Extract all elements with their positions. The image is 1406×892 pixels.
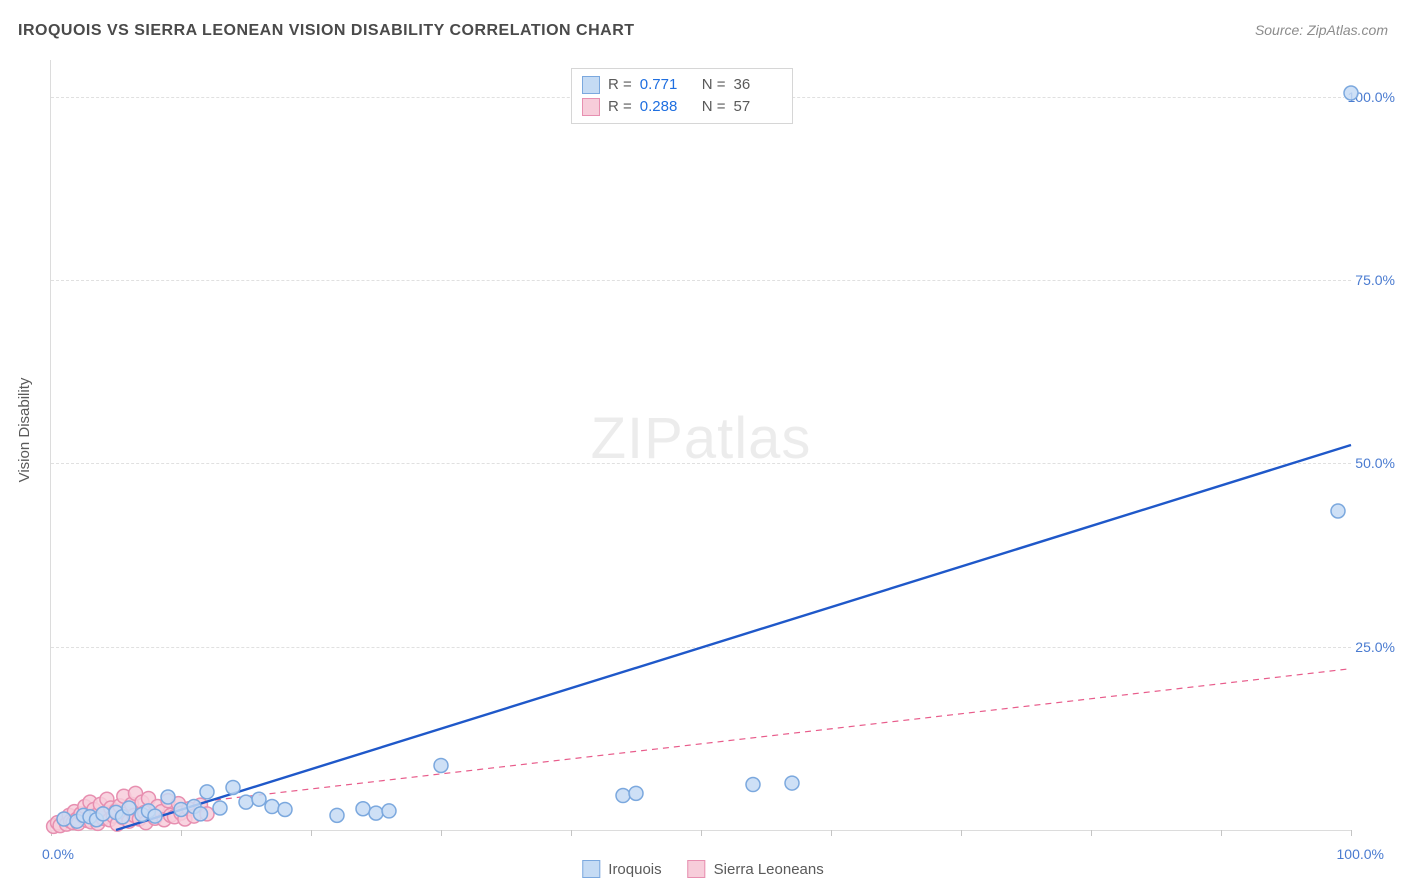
data-point <box>57 812 71 826</box>
x-tick <box>831 830 832 836</box>
legend-label-iroquois: Iroquois <box>608 861 661 878</box>
data-point <box>174 802 188 816</box>
y-tick-label: 75.0% <box>1351 272 1399 288</box>
data-point <box>746 778 760 792</box>
x-tick <box>1091 830 1092 836</box>
y-tick-label: 50.0% <box>1351 455 1399 471</box>
x-tick <box>311 830 312 836</box>
x-tick <box>961 830 962 836</box>
swatch-sierra-icon <box>688 860 706 878</box>
x-max-label: 100.0% <box>1337 846 1384 862</box>
x-tick <box>181 830 182 836</box>
data-point <box>278 802 292 816</box>
origin-label: 0.0% <box>42 846 74 862</box>
swatch-iroquois-icon <box>582 860 600 878</box>
data-point <box>629 786 643 800</box>
data-point <box>330 808 344 822</box>
data-point <box>148 809 162 823</box>
chart-container: IROQUOIS VS SIERRA LEONEAN VISION DISABI… <box>0 0 1406 892</box>
data-point <box>194 807 208 821</box>
data-point <box>1331 504 1345 518</box>
data-point <box>356 802 370 816</box>
data-point <box>96 807 110 821</box>
x-tick <box>1351 830 1352 836</box>
plot-area: ZIPatlas 25.0%50.0%75.0%100.0% R = 0.771… <box>50 60 1351 831</box>
data-point <box>239 795 253 809</box>
data-point <box>369 806 383 820</box>
data-point <box>434 758 448 772</box>
data-point <box>213 801 227 815</box>
data-point <box>785 776 799 790</box>
source-label: Source: ZipAtlas.com <box>1255 22 1388 38</box>
legend-item-sierra: Sierra Leoneans <box>688 860 824 878</box>
data-point <box>200 785 214 799</box>
x-tick <box>701 830 702 836</box>
x-tick <box>1221 830 1222 836</box>
chart-svg <box>51 60 1351 830</box>
y-tick-label: 25.0% <box>1351 639 1399 655</box>
data-point <box>265 800 279 814</box>
chart-title: IROQUOIS VS SIERRA LEONEAN VISION DISABI… <box>18 22 635 40</box>
data-point <box>122 801 136 815</box>
legend-item-iroquois: Iroquois <box>582 860 661 878</box>
y-axis-label: Vision Disability <box>16 378 33 483</box>
trend-line-iroquois <box>116 445 1351 830</box>
data-point <box>616 789 630 803</box>
data-point <box>226 780 240 794</box>
data-point <box>252 792 266 806</box>
data-point <box>1344 86 1358 100</box>
data-point <box>382 804 396 818</box>
series-legend: Iroquois Sierra Leoneans <box>582 860 823 878</box>
x-tick <box>441 830 442 836</box>
legend-label-sierra: Sierra Leoneans <box>714 861 824 878</box>
x-tick <box>571 830 572 836</box>
data-point <box>161 790 175 804</box>
